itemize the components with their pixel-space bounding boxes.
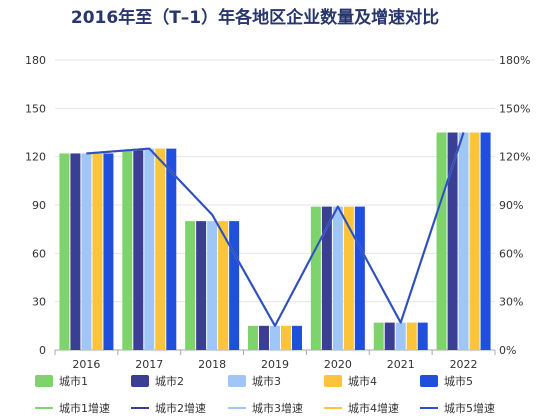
bar-城市2-2018 xyxy=(196,221,207,350)
legend-line-city1-growth xyxy=(35,407,53,409)
bar-城市4-2022 xyxy=(469,132,480,350)
bar-城市4-2017 xyxy=(155,148,166,350)
legend-label-city1: 城市1 xyxy=(59,375,88,388)
x-tick-label: 2021 xyxy=(387,358,415,371)
bar-城市2-2021 xyxy=(384,322,395,350)
bar-城市4-2019 xyxy=(281,325,291,350)
legend-label-city1-growth: 城市1增速 xyxy=(59,402,110,415)
legend-swatch-city4 xyxy=(324,375,342,387)
y-left-tick-label: 90 xyxy=(32,199,46,212)
legend-swatch-city5 xyxy=(420,375,438,387)
growth-lines xyxy=(86,132,465,327)
x-tick-label: 2016 xyxy=(72,358,100,371)
legend-item-city4[interactable]: 城市4 xyxy=(324,373,377,389)
legend-swatch-city3 xyxy=(228,375,246,387)
bar-城市2-2022 xyxy=(447,132,458,350)
legend-item-city1-growth[interactable]: 城市1增速 xyxy=(35,400,110,416)
y-right-tick-label: 0% xyxy=(499,344,516,357)
bar-城市2-2019 xyxy=(259,325,269,350)
bar-城市1-2021 xyxy=(373,322,384,350)
bar-城市1-2018 xyxy=(185,221,196,350)
legend-label-city5: 城市5 xyxy=(444,375,473,388)
x-tick-label: 2019 xyxy=(261,358,289,371)
y-right-tick-label: 30% xyxy=(499,296,523,309)
y-left-tick-label: 60 xyxy=(32,247,46,260)
bar-城市2-2017 xyxy=(133,148,144,350)
y-left-tick-label: 150 xyxy=(25,102,46,115)
y-right-tick-label: 120% xyxy=(499,151,530,164)
bar-城市5-2016 xyxy=(103,153,114,350)
bar-城市3-2018 xyxy=(207,221,218,350)
legend-label-city4: 城市4 xyxy=(348,375,377,388)
y-right-tick-label: 60% xyxy=(499,247,523,260)
bar-城市4-2016 xyxy=(92,153,103,350)
bar-城市1-2017 xyxy=(122,150,133,350)
bar-城市3-2022 xyxy=(458,132,469,350)
legend-label-city4-growth: 城市4增速 xyxy=(348,402,399,415)
y-right-tick-label: 90% xyxy=(499,199,523,212)
bar-城市4-2020 xyxy=(343,206,354,350)
bar-城市1-2019 xyxy=(248,325,258,350)
bar-城市5-2019 xyxy=(292,325,302,350)
bar-城市3-2021 xyxy=(395,322,406,350)
bar-城市1-2020 xyxy=(310,206,321,350)
bar-城市3-2020 xyxy=(332,206,343,350)
x-tick-label: 2017 xyxy=(135,358,163,371)
bar-城市2-2020 xyxy=(321,206,332,350)
legend-item-city5[interactable]: 城市5 xyxy=(420,373,473,389)
legend-label-city3: 城市3 xyxy=(252,375,281,388)
bar-城市5-2020 xyxy=(354,206,365,350)
x-tick-label: 2022 xyxy=(450,358,478,371)
gridlines xyxy=(55,59,495,303)
y-left-tick-label: 0 xyxy=(39,344,46,357)
y-left-tick-label: 180 xyxy=(25,54,46,67)
legend-label-city5-growth: 城市5增速 xyxy=(444,402,495,415)
legend-item-city3[interactable]: 城市3 xyxy=(228,373,281,389)
bar-城市3-2019 xyxy=(270,325,280,350)
bar-城市3-2016 xyxy=(81,153,92,350)
legend-line-city3-growth xyxy=(228,407,246,409)
bar-城市2-2016 xyxy=(70,153,81,350)
bar-城市1-2016 xyxy=(59,153,70,350)
legend-line-city5-growth xyxy=(420,407,438,409)
y-left-tick-label: 120 xyxy=(25,151,46,164)
bar-城市5-2018 xyxy=(229,221,240,350)
legend-item-city4-growth[interactable]: 城市4增速 xyxy=(324,400,399,416)
bar-城市5-2021 xyxy=(417,322,428,350)
chart-title: 2016年至（T–1）年各地区企业数量及增速对比 xyxy=(70,8,440,28)
line-城市5增速 xyxy=(86,132,465,327)
bar-城市5-2017 xyxy=(166,148,177,350)
y-right-tick-label: 180% xyxy=(499,54,530,67)
bar-城市3-2017 xyxy=(144,148,155,350)
legend-line-city4-growth xyxy=(324,407,342,409)
bar-城市4-2018 xyxy=(218,221,229,350)
legend-item-city3-growth[interactable]: 城市3增速 xyxy=(228,400,303,416)
x-tick-label: 2018 xyxy=(198,358,226,371)
legend-label-city3-growth: 城市3增速 xyxy=(252,402,303,415)
legend-item-city5-growth[interactable]: 城市5增速 xyxy=(420,400,495,416)
legend-item-city2[interactable]: 城市2 xyxy=(131,373,184,389)
y-right-tick-label: 150% xyxy=(499,102,530,115)
legend-item-city2-growth[interactable]: 城市2增速 xyxy=(131,400,206,416)
bar-城市1-2022 xyxy=(436,132,447,350)
legend-swatch-city1 xyxy=(35,375,53,387)
bars xyxy=(59,132,491,350)
legend-line-city2-growth xyxy=(131,407,149,409)
bar-城市5-2022 xyxy=(480,132,491,350)
legend-label-city2-growth: 城市2增速 xyxy=(155,402,206,415)
legend-label-city2: 城市2 xyxy=(155,375,184,388)
x-tick-label: 2020 xyxy=(324,358,352,371)
legend-item-city1[interactable]: 城市1 xyxy=(35,373,88,389)
y-left-tick-label: 30 xyxy=(32,296,46,309)
legend-swatch-city2 xyxy=(131,375,149,387)
bar-城市4-2021 xyxy=(406,322,417,350)
